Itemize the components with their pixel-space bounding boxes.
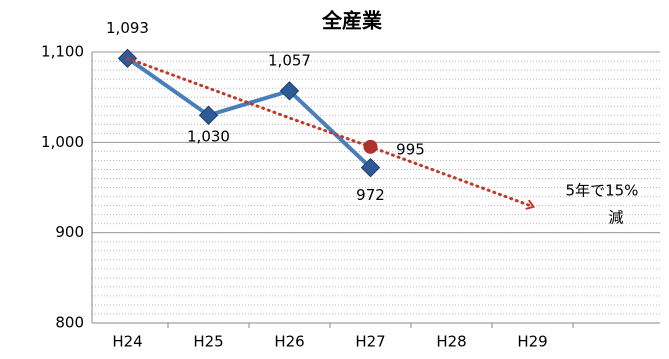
data-label: 1,057 xyxy=(268,51,311,69)
y-tick-label: 1,000 xyxy=(41,133,84,151)
marker xyxy=(198,105,219,125)
data-label: 1,030 xyxy=(187,128,230,146)
annotation: 5年で15% xyxy=(566,182,639,200)
y-tick-label: 1,100 xyxy=(41,43,84,61)
marker xyxy=(279,81,300,101)
x-tick-label: H27 xyxy=(355,333,385,351)
x-tick-label: H24 xyxy=(112,333,142,351)
x-tick-label: H25 xyxy=(193,333,223,351)
data-label: 995 xyxy=(396,140,425,158)
x-tick-label: H28 xyxy=(436,333,466,351)
x-tick-label: H29 xyxy=(517,333,547,351)
y-tick-label: 800 xyxy=(55,314,84,332)
marker xyxy=(363,139,378,154)
data-label: 1,093 xyxy=(106,19,149,37)
trend-line xyxy=(126,56,533,206)
series-line xyxy=(126,56,372,170)
data-label: 972 xyxy=(356,186,385,204)
y-tick-label: 900 xyxy=(55,223,84,241)
chart-title: 全産業 xyxy=(321,9,383,33)
marker xyxy=(360,157,381,178)
x-tick-label: H26 xyxy=(274,333,304,351)
annotation: 減 xyxy=(608,209,623,227)
